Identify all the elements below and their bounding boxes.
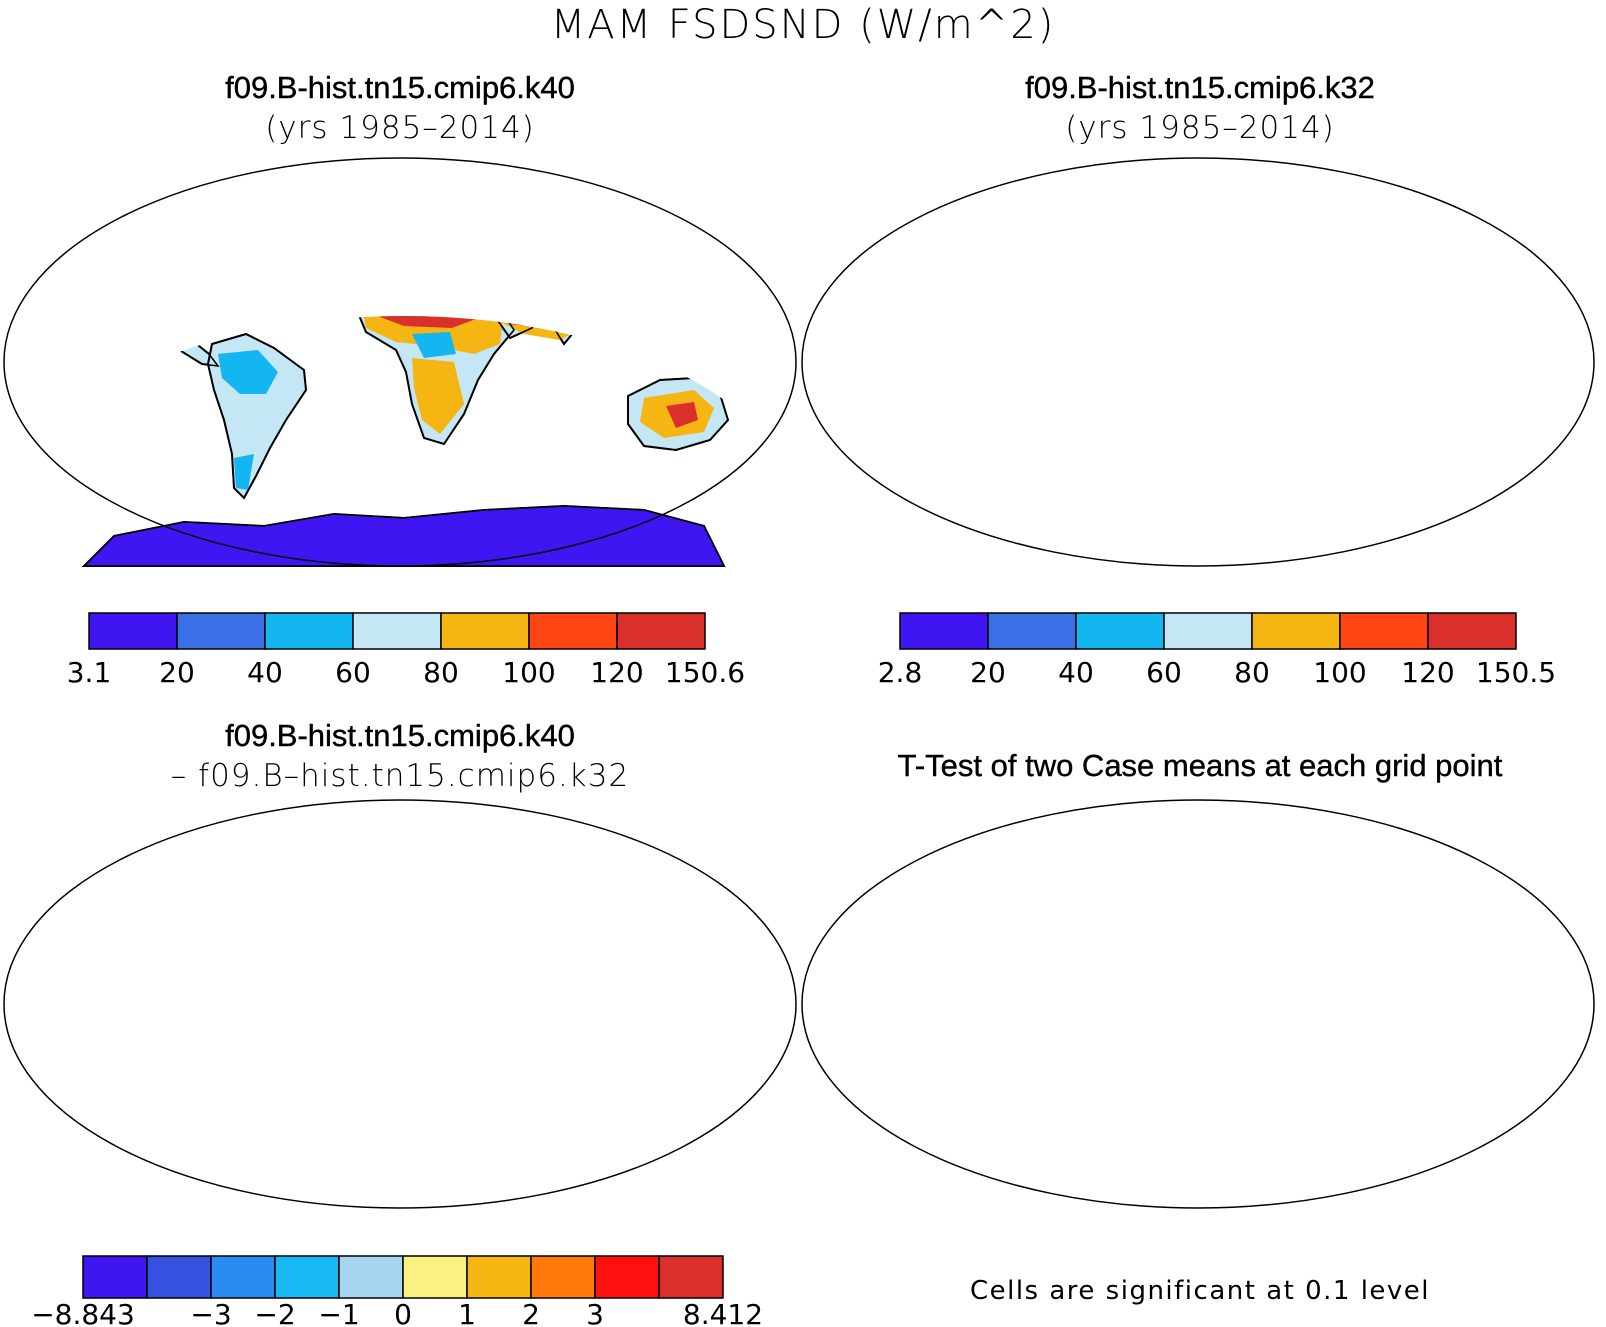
panel-diff-title: f09.B-hist.tn15.cmip6.k40	[225, 718, 575, 753]
figure-title: MAM FSDSND (W/m^2)	[550, 2, 1056, 48]
colorbar-case1: 3.1 20 40 60 80 100 120 150.6	[67, 612, 745, 689]
case2-colorbar-label-7: 150.5	[1476, 656, 1556, 689]
case1-colorbar-label-2: 40	[247, 656, 283, 689]
diff-colorbar-label-6: 1	[458, 1298, 476, 1327]
case1-colorbar-box-1	[176, 612, 266, 650]
diff-colorbar-box-8	[594, 1255, 660, 1299]
diff-colorbar-box-1	[146, 1255, 212, 1299]
panel-case1-title: f09.B-hist.tn15.cmip6.k40	[225, 70, 575, 105]
map-panel-ttest	[801, 799, 1595, 1209]
case1-colorbar-label-1: 20	[159, 656, 195, 689]
diff-colorbar-label-0: −8.843	[31, 1298, 135, 1327]
case1-colorbar-box-2	[264, 612, 354, 650]
case2-colorbar-label-6: 120	[1401, 656, 1454, 689]
colorbar-case2: 2.8 20 40 60 80 100 120 150.5	[878, 612, 1556, 689]
diff-colorbar-label-3: −2	[254, 1298, 295, 1327]
case1-colorbar-label-0: 3.1	[67, 656, 112, 689]
diff-colorbar-label-2: −3	[190, 1298, 231, 1327]
diff-colorbar-label-4: −1	[318, 1298, 359, 1327]
case1-colorbar-box-0	[88, 612, 178, 650]
diff-colorbar-box-0	[82, 1255, 148, 1299]
colorbar-diff: −8.843 −3 −2 −1 0 1 2 3 8.412	[31, 1255, 763, 1327]
case2-colorbar-label-3: 60	[1146, 656, 1182, 689]
diff-colorbar-box-2	[210, 1255, 276, 1299]
significance-note: Cells are significant at 0.1 level	[969, 1276, 1431, 1306]
diff-colorbar-box-6	[466, 1255, 532, 1299]
map-panel-case1	[3, 157, 797, 567]
panel-ttest-title: T-Test of two Case means at each grid po…	[897, 748, 1503, 783]
panel-case1-subtitle: (yrs 1985–2014)	[265, 110, 535, 146]
case2-colorbar-box-3	[1163, 612, 1253, 650]
diff-colorbar-box-5	[402, 1255, 468, 1299]
case1-colorbar-box-5	[528, 612, 618, 650]
case2-colorbar-box-6	[1427, 612, 1517, 650]
diff-colorbar-box-4	[338, 1255, 404, 1299]
case1-colorbar-label-4: 80	[423, 656, 459, 689]
case2-colorbar-box-5	[1339, 612, 1429, 650]
case2-colorbar-label-2: 40	[1058, 656, 1094, 689]
case2-colorbar-box-2	[1075, 612, 1165, 650]
map-panel-diff	[3, 799, 797, 1209]
diff-colorbar-label-5: 0	[394, 1298, 412, 1327]
case1-colorbar-box-6	[616, 612, 706, 650]
diff-colorbar-label-10: 8.412	[683, 1298, 763, 1327]
panel-case2-subtitle: (yrs 1985–2014)	[1065, 110, 1335, 146]
case2-colorbar-label-4: 80	[1234, 656, 1270, 689]
case1-colorbar-label-6: 120	[590, 656, 643, 689]
diff-colorbar-label-8: 3	[586, 1298, 604, 1327]
case2-colorbar-label-5: 100	[1313, 656, 1366, 689]
case1-colorbar-box-4	[440, 612, 530, 650]
case2-colorbar-label-0: 2.8	[878, 656, 923, 689]
panel-diff-subtitle: – f09.B–hist.tn15.cmip6.k32	[170, 758, 630, 794]
map-panel-case2	[801, 157, 1595, 567]
panel-case2-title: f09.B-hist.tn15.cmip6.k32	[1025, 70, 1375, 105]
case1-colorbar-label-7: 150.6	[665, 656, 745, 689]
diff-colorbar-box-3	[274, 1255, 340, 1299]
case1-colorbar-label-5: 100	[502, 656, 555, 689]
case2-colorbar-box-4	[1251, 612, 1341, 650]
case2-colorbar-box-1	[987, 612, 1077, 650]
case1-colorbar-label-3: 60	[335, 656, 371, 689]
case1-colorbar-box-3	[352, 612, 442, 650]
diff-colorbar-box-9	[658, 1255, 724, 1299]
diff-colorbar-box-7	[530, 1255, 596, 1299]
case2-colorbar-box-0	[899, 612, 989, 650]
diff-colorbar-label-7: 2	[522, 1298, 540, 1327]
case2-colorbar-label-1: 20	[970, 656, 1006, 689]
